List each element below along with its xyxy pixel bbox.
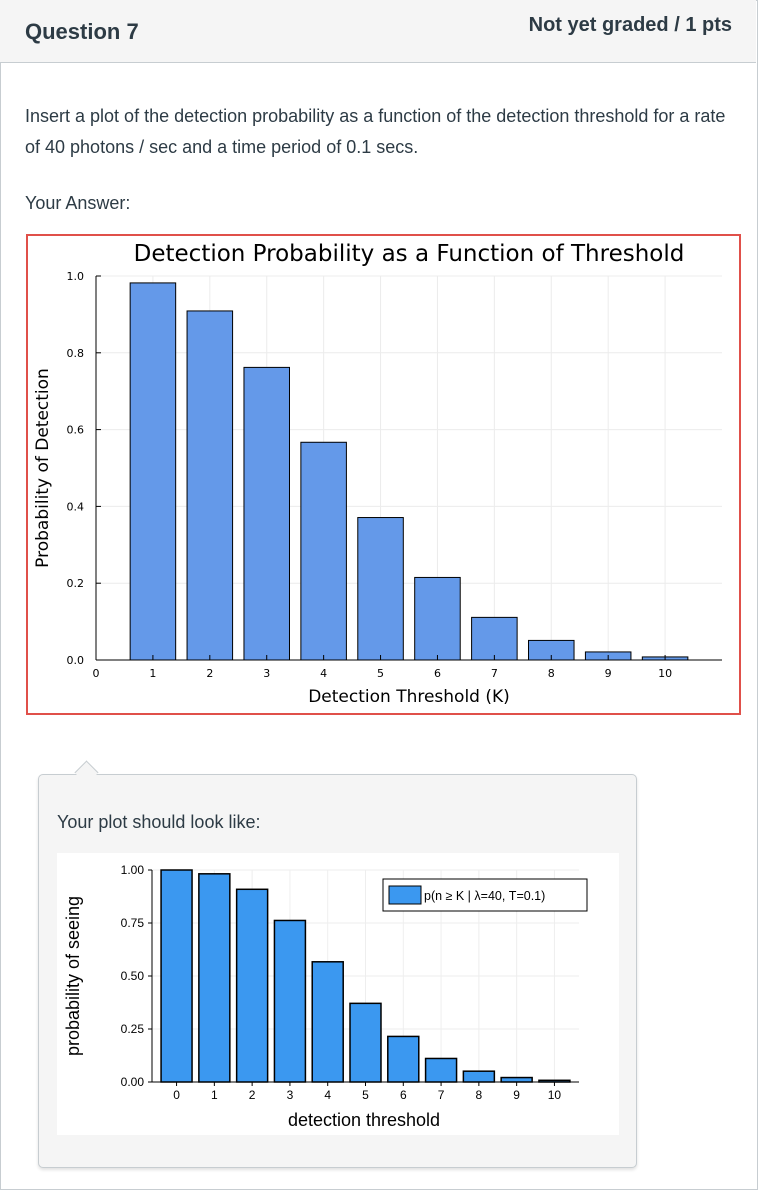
x-tick-label: 6 xyxy=(434,667,441,680)
x-tick-label: 1 xyxy=(149,667,156,680)
ref-legend-swatch xyxy=(388,885,422,905)
ref-y-tick-label: 0.50 xyxy=(121,969,145,983)
ref-bar-k-6 xyxy=(387,1035,420,1083)
answer-chart: 0.0 0.2 0.4 0.6 0.8 1.0 0 1 2 3 4 5 6 7 8 9 10 Detection … xyxy=(33,241,722,707)
y-tick-label: 0.0 xyxy=(67,654,85,667)
x-tick-label: 2 xyxy=(206,667,213,680)
ref-bar-k-4 xyxy=(311,961,344,1083)
y-axis-title: Probability of Detection xyxy=(33,368,53,568)
answer-label: Your Answer: xyxy=(25,193,131,213)
bar-k-1 xyxy=(129,282,177,661)
ref-bar-k-8 xyxy=(462,1070,496,1083)
question-points: Not yet graded / 1 pts xyxy=(528,14,732,36)
bar-k-4 xyxy=(300,441,347,661)
ref-bar-k-9 xyxy=(500,1076,533,1083)
ref-legend-label: p(n ≥ K | λ=40, T=0.1) xyxy=(424,889,545,903)
reference-chart: 0.00 0.25 0.50 0.75 1.00 0 1 2 3 4 5 6 7 8 9 10 detectio… xyxy=(63,863,588,1130)
ref-x-axis-title: detection threshold xyxy=(288,1110,440,1130)
ref-bar-k-2 xyxy=(235,888,269,1083)
ref-bar-k-3 xyxy=(273,919,307,1083)
tooltip-label: Your plot should look like: xyxy=(57,812,261,832)
bar-k-6 xyxy=(414,576,461,661)
ref-bar-k-1 xyxy=(198,873,231,1083)
bar-k-2 xyxy=(186,310,234,661)
y-tick-label: 0.4 xyxy=(67,500,85,513)
answer-plot-box: 0.0 0.2 0.4 0.6 0.8 1.0 0 1 2 3 4 5 6 7 8 9 10 Detection … xyxy=(26,234,741,715)
bar-k-3 xyxy=(243,366,290,661)
y-tick-label: 0.2 xyxy=(67,577,85,590)
x-axis-title: Detection Threshold (K) xyxy=(308,687,510,707)
ref-x-tick-label: 7 xyxy=(438,1088,445,1102)
ref-x-tick-label: 1 xyxy=(211,1088,218,1102)
ref-y-tick-label: 1.00 xyxy=(121,863,145,877)
question-header: Question 7 Not yet graded / 1 pts xyxy=(0,0,756,63)
x-tick-label: 10 xyxy=(658,667,672,680)
question-title: Question 7 xyxy=(25,19,139,44)
x-tick-label: 7 xyxy=(491,667,498,680)
x-tick-label: 0 xyxy=(93,667,100,680)
y-tick-label: 0.8 xyxy=(67,347,85,360)
ref-y-axis-title: probability of seeing xyxy=(63,896,83,1056)
ref-x-tick-label: 0 xyxy=(173,1088,180,1102)
ref-x-tick-label: 8 xyxy=(476,1088,483,1102)
ref-y-tick-label: 0.25 xyxy=(121,1022,145,1036)
chart-title: Detection Probability as a Function of T… xyxy=(134,241,685,267)
ref-bar-k-5 xyxy=(349,1002,382,1083)
x-tick-label: 4 xyxy=(320,667,327,680)
ref-bar-k-7 xyxy=(424,1057,458,1083)
reference-plot: 0.00 0.25 0.50 0.75 1.00 0 1 2 3 4 5 6 7 8 9 10 detectio… xyxy=(57,853,619,1135)
ref-bar-k-0 xyxy=(160,869,193,1083)
y-tick-label: 1.0 xyxy=(67,270,85,283)
x-tick-label: 8 xyxy=(548,667,555,680)
ref-x-tick-label: 10 xyxy=(548,1088,562,1102)
ref-y-tick-label: 0.00 xyxy=(121,1075,145,1089)
y-tick-label: 0.6 xyxy=(67,424,85,437)
ref-x-tick-label: 3 xyxy=(287,1088,294,1102)
x-tick-label: 3 xyxy=(263,667,270,680)
ref-x-tick-label: 5 xyxy=(362,1088,369,1102)
x-tick-label: 5 xyxy=(377,667,384,680)
bar-k-7 xyxy=(471,616,518,661)
ref-x-tick-label: 6 xyxy=(400,1088,407,1102)
ref-y-tick-label: 0.75 xyxy=(121,916,145,930)
x-tick-label: 9 xyxy=(605,667,612,680)
question-prompt: Insert a plot of the detection probabili… xyxy=(25,106,726,157)
ref-x-tick-label: 4 xyxy=(324,1088,331,1102)
ref-x-tick-label: 2 xyxy=(249,1088,256,1102)
bar-k-5 xyxy=(357,517,404,661)
ref-x-tick-label: 9 xyxy=(513,1088,520,1102)
